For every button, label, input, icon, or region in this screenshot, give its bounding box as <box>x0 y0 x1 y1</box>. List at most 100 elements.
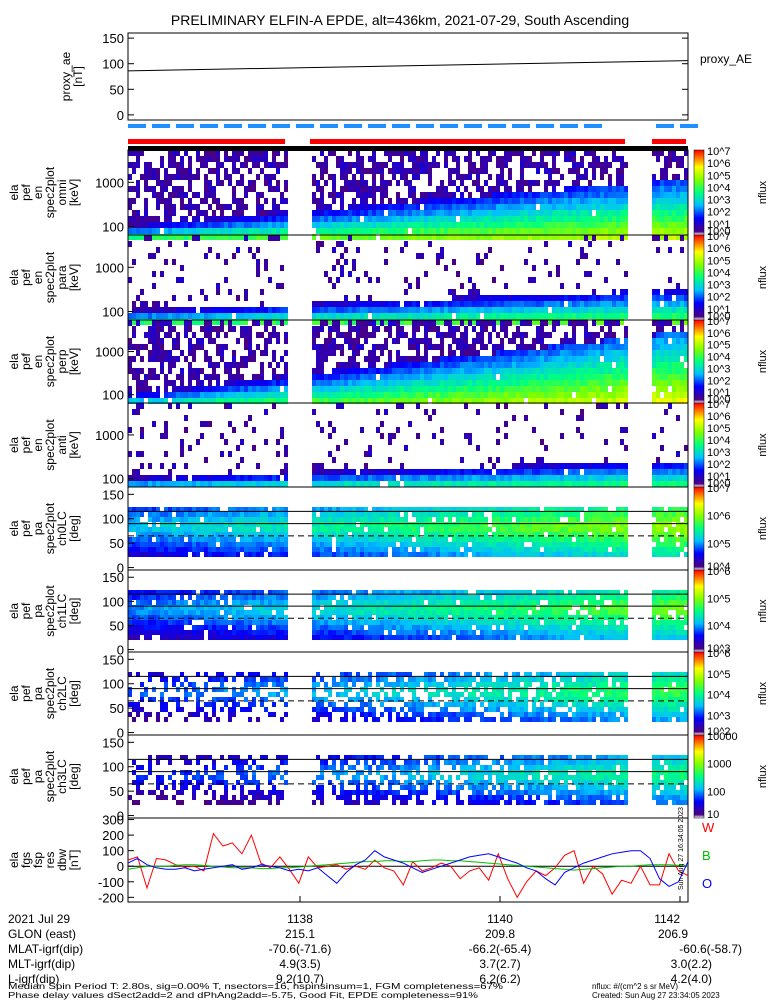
heatmap-cell <box>664 398 668 404</box>
heatmap-cell <box>428 542 432 547</box>
heatmap-cell <box>540 228 544 234</box>
heatmap-cell <box>256 380 260 386</box>
heatmap-cell <box>320 186 324 192</box>
heatmap-cell <box>276 228 280 234</box>
heatmap-cell <box>596 216 600 222</box>
heatmap-cell <box>380 344 384 350</box>
heatmap-cell <box>620 307 624 313</box>
heatmap-cell <box>184 463 188 469</box>
heatmap-cell <box>196 368 200 374</box>
heatmap-cell <box>480 368 484 374</box>
heatmap-cell <box>324 542 328 547</box>
heatmap-cell <box>220 234 224 240</box>
heatmap-cell <box>512 313 516 319</box>
heatmap-cell <box>676 234 680 240</box>
heatmap-cell <box>316 228 320 234</box>
heatmap-cell <box>424 332 428 338</box>
heatmap-cell <box>412 532 416 537</box>
heatmap-cell <box>480 542 484 547</box>
heatmap-cell <box>452 228 456 234</box>
heatmap-cell <box>496 162 500 168</box>
heatmap-cell <box>536 350 540 356</box>
heatmap-cell <box>528 344 532 350</box>
heatmap-cell <box>456 228 460 234</box>
heatmap-cell <box>624 469 628 475</box>
heatmap-cell <box>552 362 556 368</box>
heatmap-cell <box>252 398 256 404</box>
heatmap-cell <box>440 537 444 542</box>
heatmap-cell <box>336 527 340 532</box>
heatmap-cell <box>280 192 284 198</box>
heatmap-cell <box>508 150 512 156</box>
heatmap-cell <box>512 507 516 512</box>
heatmap-cell <box>128 150 132 156</box>
heatmap-cell <box>472 386 476 392</box>
heatmap-cell <box>340 192 344 198</box>
heatmap-cell <box>584 307 588 313</box>
heatmap-cell <box>400 356 404 362</box>
heatmap-cell <box>676 451 680 457</box>
heatmap-cell <box>284 180 288 186</box>
heatmap-cell <box>144 374 148 380</box>
heatmap-cell <box>596 156 600 162</box>
heatmap-cell <box>380 527 384 532</box>
heatmap-cell <box>180 552 184 557</box>
heatmap-cell <box>208 537 212 542</box>
heatmap-cell <box>140 386 144 392</box>
heatmap-cell <box>544 469 548 475</box>
heatmap-cell <box>188 204 192 210</box>
heatmap-cell <box>604 344 608 350</box>
heatmap-cell <box>176 277 180 283</box>
heatmap-cell <box>332 234 336 240</box>
heatmap-cell <box>204 507 208 512</box>
heatmap-cell <box>228 326 232 332</box>
heatmap-cell <box>600 398 604 404</box>
heatmap-cell <box>456 362 460 368</box>
heatmap-cell <box>540 204 544 210</box>
heatmap-cell <box>192 532 196 537</box>
heatmap-cell <box>440 319 444 325</box>
heatmap-cell <box>476 542 480 547</box>
heatmap-cell <box>212 547 216 552</box>
heatmap-cell <box>332 481 336 487</box>
heatmap-cell <box>148 326 152 332</box>
heatmap-cell <box>616 168 620 174</box>
colorbar-tick-label: 10^6 <box>707 411 731 423</box>
heatmap-cell <box>208 386 212 392</box>
heatmap-cell <box>476 253 480 259</box>
heatmap-cell <box>128 547 132 552</box>
heatmap-cell <box>488 547 492 552</box>
heatmap-cell <box>412 228 416 234</box>
heatmap-cell <box>676 313 680 319</box>
heatmap-cell <box>476 174 480 180</box>
heatmap-cell <box>424 542 428 547</box>
heatmap-cell <box>672 289 676 295</box>
heatmap-cell <box>656 150 660 156</box>
heatmap-cell <box>200 156 204 162</box>
heatmap-cell <box>356 374 360 380</box>
heatmap-cell <box>544 234 548 240</box>
heatmap-cell <box>480 552 484 557</box>
heatmap-cell <box>496 532 500 537</box>
heatmap-cell <box>520 198 524 204</box>
heatmap-cell <box>436 313 440 319</box>
heatmap-cell <box>396 150 400 156</box>
heatmap-cell <box>456 210 460 216</box>
heatmap-cell <box>128 507 132 512</box>
heatmap-cell <box>328 150 332 156</box>
heatmap-cell <box>460 313 464 319</box>
heatmap-cell <box>136 216 140 222</box>
heatmap-cell <box>192 522 196 527</box>
heatmap-cell <box>544 150 548 156</box>
heatmap-cell <box>312 469 316 475</box>
heatmap-cell <box>380 210 384 216</box>
heatmap-cell <box>268 222 272 228</box>
heatmap-cell <box>404 552 408 557</box>
heatmap-cell <box>140 174 144 180</box>
heatmap-cell <box>200 338 204 344</box>
heatmap-cell <box>468 475 472 481</box>
heatmap-cell <box>340 350 344 356</box>
heatmap-cell <box>548 271 552 277</box>
heatmap-cell <box>396 374 400 380</box>
heatmap-cell <box>584 380 588 386</box>
